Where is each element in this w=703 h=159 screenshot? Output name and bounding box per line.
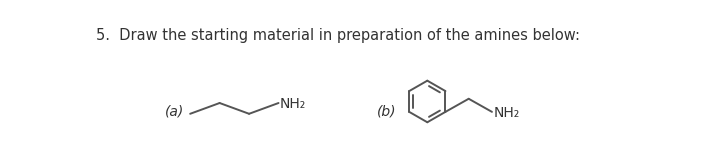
Text: NH₂: NH₂ [280,97,307,111]
Text: (b): (b) [377,104,396,118]
Text: (a): (a) [165,104,184,118]
Text: 5.  Draw the starting material in preparation of the amines below:: 5. Draw the starting material in prepara… [96,28,580,43]
Text: NH₂: NH₂ [494,106,520,120]
